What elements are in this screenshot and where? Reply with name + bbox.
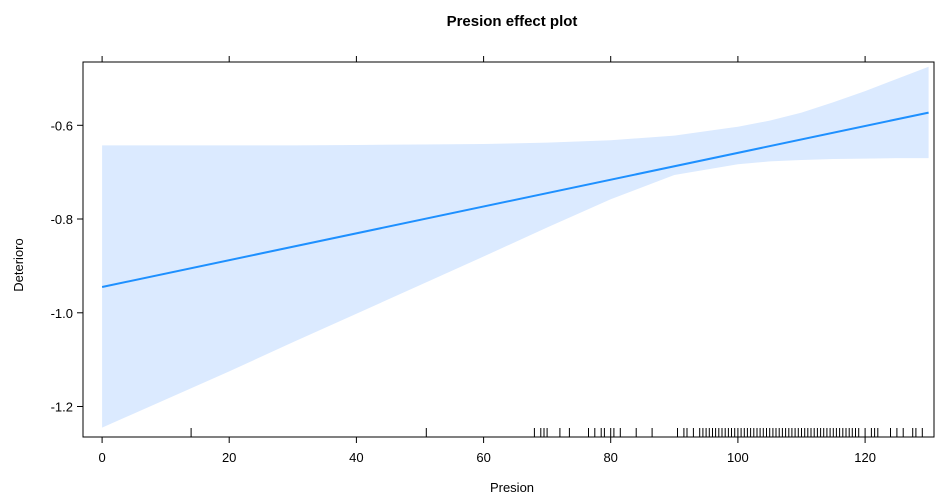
x-tick-label: 60 [476, 450, 490, 465]
x-axis: 0 20 40 60 80 100 120 [98, 56, 876, 465]
x-axis-label: Presion [490, 480, 534, 495]
y-tick-label: -1.2 [51, 400, 73, 415]
fit-line-layer [101, 111, 929, 288]
confidence-band-layer [102, 66, 929, 428]
x-tick-label: 0 [98, 450, 105, 465]
chart-title: Presion effect plot [447, 13, 578, 30]
fit-line-0 [101, 111, 929, 288]
plot-frame [82, 61, 935, 438]
x-tick-label: 100 [727, 450, 749, 465]
y-tick-label: -1.0 [51, 306, 73, 321]
rug-layer [190, 428, 923, 437]
x-tick-label: 80 [603, 450, 617, 465]
x-tick-label: 20 [222, 450, 236, 465]
y-axis: -0.6 -0.8 -1.0 -1.2 [51, 118, 83, 415]
x-tick-label: 40 [349, 450, 363, 465]
x-tick-label: 120 [854, 450, 876, 465]
y-axis-label: Deterioro [11, 238, 26, 291]
y-tick-label: -0.8 [51, 212, 73, 227]
y-tick-label: -0.6 [51, 118, 73, 133]
confidence-band [102, 66, 929, 428]
